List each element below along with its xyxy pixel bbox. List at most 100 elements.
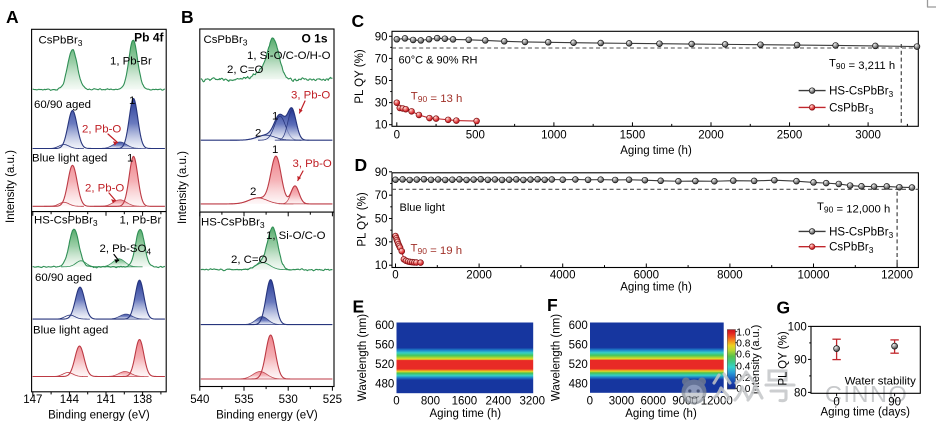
svg-text:0: 0: [394, 130, 400, 142]
svg-text:Wavelength (nm): Wavelength (nm): [551, 314, 563, 401]
svg-text:1, Pb-Br: 1, Pb-Br: [120, 215, 162, 227]
svg-text:O 1s: O 1s: [301, 32, 327, 46]
svg-text:525: 525: [323, 394, 342, 406]
svg-text:70: 70: [375, 190, 388, 202]
svg-text:4000: 4000: [550, 269, 576, 281]
svg-text:60°C & 90% RH: 60°C & 90% RH: [399, 55, 478, 67]
svg-text:1: 1: [127, 153, 133, 165]
svg-text:CsPbBr3: CsPbBr3: [39, 35, 83, 49]
svg-text:2, C=O: 2, C=O: [231, 254, 268, 266]
svg-text:90: 90: [888, 396, 901, 408]
svg-text:480: 480: [375, 379, 394, 391]
svg-text:Pb 4f: Pb 4f: [134, 31, 164, 45]
svg-text:141: 141: [96, 394, 115, 406]
svg-text:D: D: [355, 155, 368, 175]
svg-text:CINNO: CINNO: [825, 381, 908, 407]
svg-text:3000: 3000: [609, 396, 635, 408]
svg-text:Intensity (a.u.): Intensity (a.u.): [5, 150, 17, 223]
svg-text:6000: 6000: [640, 396, 666, 408]
svg-text:2000: 2000: [466, 269, 492, 281]
svg-text:1.0: 1.0: [736, 327, 750, 338]
svg-text:2500: 2500: [777, 130, 803, 142]
svg-text:3, Pb-O: 3, Pb-O: [291, 90, 330, 102]
svg-text:70: 70: [375, 53, 388, 65]
svg-text:560: 560: [375, 340, 394, 352]
svg-text:HS-CsPbBr3: HS-CsPbBr3: [34, 215, 98, 229]
svg-text:1, Pb-Br: 1, Pb-Br: [110, 56, 152, 68]
svg-text:8000: 8000: [717, 269, 743, 281]
svg-text:80: 80: [794, 387, 807, 399]
svg-text:0.4: 0.4: [736, 361, 750, 372]
svg-text:2: 2: [250, 186, 256, 198]
svg-text:B: B: [181, 7, 194, 27]
svg-text:0.6: 0.6: [736, 350, 750, 361]
svg-text:T90 = 3,211 h: T90 = 3,211 h: [829, 58, 895, 73]
svg-text:144: 144: [60, 394, 80, 406]
svg-text:1000: 1000: [541, 130, 567, 142]
svg-text:2, Pb-SO4: 2, Pb-SO4: [100, 243, 152, 257]
svg-text:CsPbBr3: CsPbBr3: [829, 242, 874, 256]
svg-text:600: 600: [375, 320, 394, 332]
svg-text:Binding energy (eV): Binding energy (eV): [48, 409, 150, 421]
svg-text:10000: 10000: [798, 269, 830, 281]
svg-text:6000: 6000: [634, 269, 660, 281]
svg-text:560: 560: [569, 340, 588, 352]
svg-text:PL QY (%): PL QY (%): [357, 192, 369, 246]
svg-text:A: A: [6, 7, 19, 27]
svg-text:Aging time (h): Aging time (h): [620, 145, 692, 157]
svg-text:Aging time (h): Aging time (h): [625, 408, 697, 420]
svg-text:540: 540: [190, 394, 209, 406]
svg-text:G: G: [777, 298, 791, 318]
svg-text:535: 535: [234, 394, 253, 406]
svg-text:E: E: [353, 297, 365, 317]
svg-text:1600: 1600: [452, 396, 478, 408]
svg-text:1: 1: [129, 95, 135, 107]
svg-text:1: 1: [272, 111, 278, 123]
svg-text:0.8: 0.8: [736, 338, 750, 349]
svg-text:12000: 12000: [881, 269, 913, 281]
svg-text:CsPbBr3: CsPbBr3: [204, 34, 248, 48]
svg-text:100: 100: [788, 321, 807, 333]
svg-text:2, Pb-O: 2, Pb-O: [85, 183, 124, 195]
svg-text:0: 0: [587, 396, 593, 408]
svg-text:50: 50: [375, 214, 388, 226]
svg-text:2: 2: [255, 128, 261, 140]
svg-text:0: 0: [833, 396, 839, 408]
svg-text:HS-CsPbBr3: HS-CsPbBr3: [829, 86, 893, 100]
svg-text:1, Si-O/C-O/H-O: 1, Si-O/C-O/H-O: [247, 50, 331, 62]
svg-text:PL QY (%): PL QY (%): [778, 331, 790, 385]
svg-text:2, C=O: 2, C=O: [227, 64, 264, 76]
svg-text:Aging time (h): Aging time (h): [430, 408, 502, 420]
svg-text:520: 520: [569, 359, 588, 371]
svg-text:CsPbBr3: CsPbBr3: [829, 102, 874, 116]
svg-text:2, Pb-O: 2, Pb-O: [82, 124, 121, 136]
svg-text:600: 600: [569, 320, 588, 332]
svg-text:138: 138: [133, 394, 152, 406]
svg-text:Aging time (h): Aging time (h): [620, 282, 692, 294]
svg-text:Intensity (a.u.): Intensity (a.u.): [750, 325, 762, 395]
svg-text:480: 480: [569, 379, 588, 391]
svg-text:50: 50: [375, 76, 388, 88]
svg-text:T90 = 13 h: T90 = 13 h: [411, 91, 463, 106]
svg-text:0: 0: [392, 269, 398, 281]
svg-text:Aging time (days): Aging time (days): [820, 407, 910, 419]
svg-text:Intensity (a.u.): Intensity (a.u.): [177, 151, 189, 224]
svg-text:3000: 3000: [855, 130, 881, 142]
svg-text:Blue light aged: Blue light aged: [32, 153, 107, 165]
svg-text:0: 0: [393, 396, 399, 408]
svg-text:12000: 12000: [701, 396, 733, 408]
svg-text:3200: 3200: [520, 396, 546, 408]
svg-text:60/90 aged: 60/90 aged: [34, 99, 91, 111]
svg-text:PL QY (%): PL QY (%): [354, 49, 366, 103]
svg-text:2000: 2000: [698, 130, 724, 142]
svg-text:1, Si-O/C-O: 1, Si-O/C-O: [266, 230, 326, 242]
svg-text:Wavelength (nm): Wavelength (nm): [357, 314, 369, 401]
svg-text:T90 = 19 h: T90 = 19 h: [411, 243, 463, 258]
svg-text:1500: 1500: [620, 130, 646, 142]
svg-text:Binding energy (eV): Binding energy (eV): [216, 409, 318, 421]
svg-text:530: 530: [279, 394, 298, 406]
svg-text:2400: 2400: [486, 396, 512, 408]
svg-text:147: 147: [23, 394, 42, 406]
svg-text:90: 90: [794, 354, 807, 366]
svg-text:Water stability: Water stability: [845, 375, 916, 387]
